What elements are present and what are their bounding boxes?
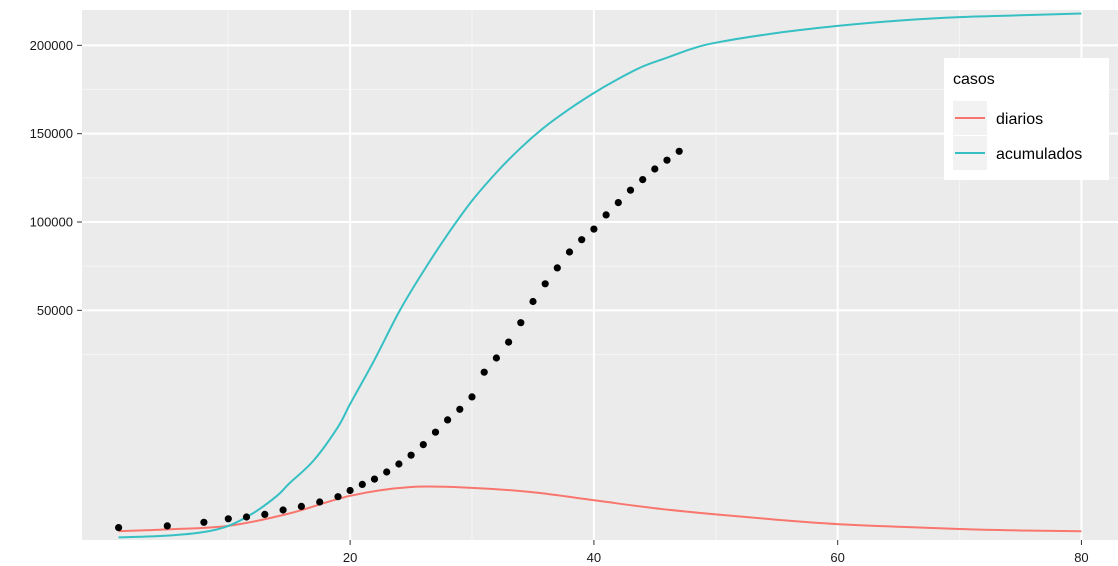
x-tick-label: 60: [830, 550, 844, 565]
data-point: [663, 156, 671, 164]
data-point: [297, 502, 305, 510]
data-point: [224, 515, 232, 523]
x-tick-label: 80: [1074, 550, 1088, 565]
y-tick-label: 100000: [30, 215, 73, 230]
data-point: [590, 225, 598, 233]
legend: casos diarios acumulados: [944, 58, 1109, 180]
data-point: [517, 319, 525, 327]
data-point: [480, 368, 488, 376]
y-tick-label: 50000: [37, 303, 73, 318]
data-point: [163, 522, 171, 530]
data-point: [115, 524, 123, 532]
legend-label-acumulados: acumulados: [996, 146, 1082, 163]
data-point: [505, 338, 513, 346]
series-line-diarios: [118, 485, 1082, 533]
data-point: [316, 498, 324, 506]
data-point: [334, 493, 342, 501]
data-point: [578, 236, 586, 244]
x-tick-label: 20: [343, 550, 357, 565]
data-point: [456, 405, 464, 413]
legend-title: casos: [953, 71, 995, 88]
data-point: [419, 441, 427, 449]
data-point: [383, 468, 391, 476]
data-point: [431, 428, 440, 436]
data-point: [200, 518, 208, 526]
data-point: [529, 297, 537, 306]
data-point: [261, 510, 269, 518]
data-point: [444, 416, 452, 424]
data-point: [242, 513, 251, 521]
data-point: [279, 506, 287, 514]
data-point: [651, 165, 659, 173]
data-point: [614, 199, 622, 207]
series-line-acumulados: [118, 12, 1082, 539]
data-point: [492, 354, 500, 362]
x-tick-label: 40: [587, 550, 601, 565]
data-point: [468, 393, 476, 401]
data-point: [407, 451, 415, 459]
data-point: [370, 475, 379, 483]
data-point: [346, 486, 354, 495]
axis-layer: 20 40 60 80 50000 100000 150000 200000: [30, 38, 1089, 565]
y-tick-label: 150000: [30, 126, 73, 141]
data-point: [553, 264, 561, 272]
y-tick-label: 200000: [30, 38, 73, 53]
data-point: [602, 211, 610, 219]
data-point: [675, 147, 683, 155]
data-point: [395, 460, 403, 468]
data-point: [565, 248, 574, 256]
grid-major: [82, 10, 1118, 540]
data-point: [639, 176, 647, 184]
data-point: [358, 480, 366, 488]
legend-label-diarios: diarios: [996, 111, 1043, 128]
series-layer: [115, 12, 1082, 539]
data-point: [541, 280, 549, 288]
data-point: [626, 186, 635, 194]
